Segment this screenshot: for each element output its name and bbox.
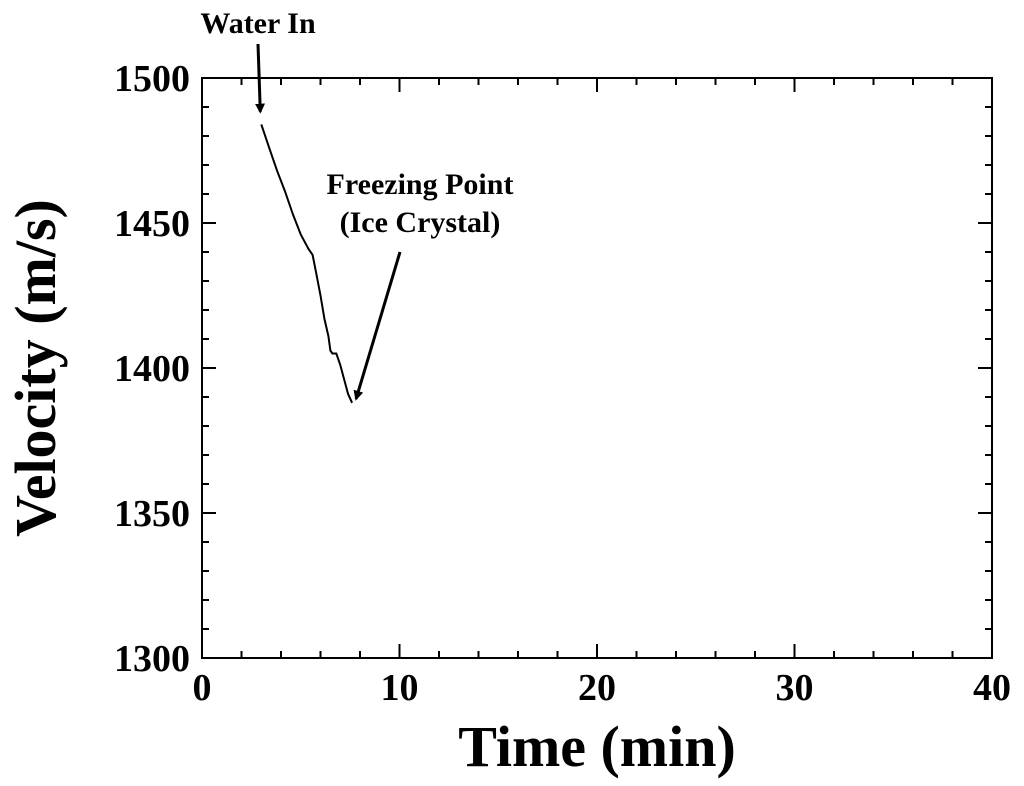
x-tick-labels: 0 10 20 30 40 (193, 667, 1012, 709)
annotation-ice-crystal: (Ice Crystal) (340, 206, 501, 239)
y-axis-title: Velocity (m/s) (3, 199, 68, 537)
plot-frame (201, 77, 993, 659)
y-tick-label: 1300 (114, 638, 190, 680)
y-tick-label: 1400 (114, 348, 190, 390)
annotation-freezing-point: Freezing Point (327, 168, 514, 201)
x-tick-label: 10 (381, 667, 419, 709)
x-tick-label: 0 (193, 667, 212, 709)
y-tick-label: 1500 (114, 58, 190, 100)
y-tick-label: 1350 (114, 493, 190, 535)
annotation-freezing-point-arrow (353, 251, 402, 401)
x-tick-label: 40 (973, 667, 1011, 709)
minor-ticks (202, 78, 992, 658)
y-tick-label: 1450 (114, 203, 190, 245)
series-line (260, 124, 354, 404)
major-ticks (201, 77, 993, 659)
y-tick-labels: 1300 1350 1400 1450 1500 (114, 58, 190, 680)
x-tick-label: 30 (776, 667, 814, 709)
x-tick-label: 20 (578, 667, 616, 709)
annotation-water-in-arrow (255, 43, 266, 114)
series-layer (260, 124, 354, 404)
x-axis-title: Time (min) (458, 714, 736, 779)
annotation-water-in: Water In (200, 7, 316, 40)
